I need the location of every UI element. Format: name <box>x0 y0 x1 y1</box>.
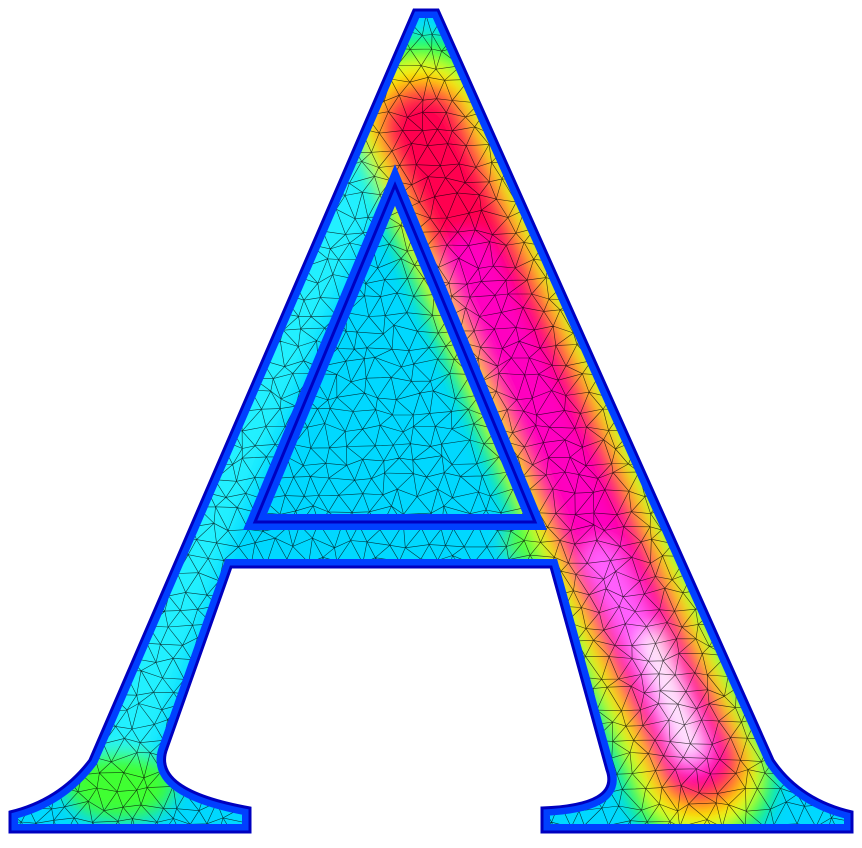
field-bands <box>65 30 775 832</box>
band-white <box>641 631 699 757</box>
